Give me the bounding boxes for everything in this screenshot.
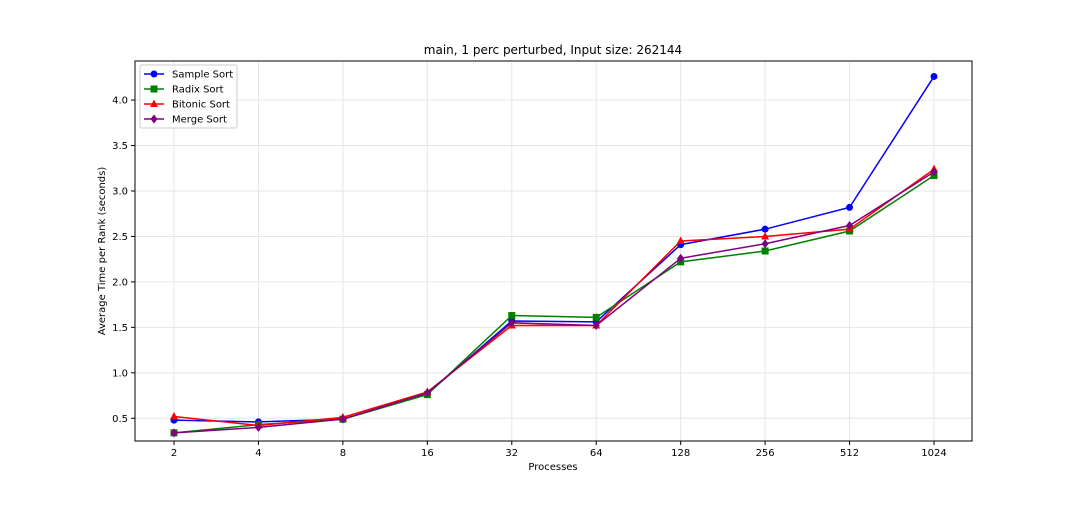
x-tick-label: 64	[590, 448, 603, 459]
y-tick-label: 1.0	[112, 368, 128, 379]
merge-sort-point	[761, 239, 769, 249]
sample-sort-point	[930, 72, 938, 80]
radix-sort-line	[173, 174, 935, 434]
x-tick-label: 16	[421, 448, 434, 459]
sample-sort-point	[761, 225, 769, 233]
merge-sort-point	[339, 414, 347, 424]
sample-sort-line	[173, 76, 935, 423]
legend-label-sample-sort: Sample Sort	[172, 70, 233, 81]
y-tick-label: 0.5	[112, 414, 128, 425]
legend-box	[139, 64, 238, 129]
chart-title: main, 1 perc perturbed, Input size: 2621…	[424, 43, 682, 57]
merge-sort-point	[930, 167, 938, 177]
merge-sort-point	[846, 221, 854, 231]
bitonic-sort-point	[676, 236, 685, 244]
merge-sort-line	[173, 171, 935, 434]
radix-sort-point	[592, 313, 600, 321]
merge-sort-point	[170, 428, 178, 438]
x-tick-label: 4	[255, 448, 261, 459]
x-tick-label: 8	[340, 448, 346, 459]
sample-sort-point	[846, 203, 854, 211]
bitonic-sort-line	[173, 168, 935, 427]
radix-sort-series	[170, 172, 938, 437]
merge-sort-point	[508, 318, 516, 328]
y-tick-label: 3.5	[112, 141, 128, 152]
legend-marker-sample-sort	[150, 70, 158, 78]
legend-label-bitonic-sort: Bitonic Sort	[172, 100, 230, 111]
x-tick-label: 2	[171, 448, 177, 459]
axis-ticks: 2 4 8 16 32 64 128 256 512 1024 0.5 1.0 1.5 2.0 2.5 3.0…	[112, 96, 947, 459]
legend-marker-radix-sort	[150, 85, 158, 93]
y-tick-label: 1.5	[112, 323, 128, 334]
y-tick-label: 4.0	[112, 96, 128, 107]
radix-sort-point	[508, 312, 516, 320]
merge-sort-series	[170, 167, 938, 438]
y-tick-label: 2.5	[112, 232, 128, 243]
bitonic-sort-point	[170, 411, 178, 420]
x-tick-label: 256	[756, 448, 775, 459]
plot-frame	[134, 60, 973, 442]
bitonic-sort-point	[761, 231, 770, 240]
legend-marker-bitonic-sort	[150, 99, 158, 107]
legend-marker-merge-sort	[150, 114, 158, 124]
x-tick-label: 1024	[921, 448, 946, 459]
x-axis-label: Processes	[528, 462, 577, 473]
bitonic-sort-series	[170, 164, 938, 429]
merge-sort-point	[677, 253, 685, 263]
merge-sort-point	[592, 321, 600, 331]
y-tick-label: 2.0	[112, 277, 128, 288]
x-tick-label: 32	[505, 448, 518, 459]
y-axis-label: Average Time per Rank (seconds)	[97, 167, 108, 336]
series-layer	[170, 72, 938, 438]
x-tick-label: 512	[840, 448, 859, 459]
legend: Sample Sort Radix Sort Bitonic Sort Merge S…	[139, 64, 238, 129]
merge-sort-point	[423, 388, 431, 398]
y-tick-label: 3.0	[112, 187, 128, 198]
radix-sort-point	[761, 247, 769, 255]
legend-label-merge-sort: Merge Sort	[172, 115, 227, 126]
merge-sort-point	[254, 422, 262, 432]
legend-label-radix-sort: Radix Sort	[172, 85, 224, 96]
x-tick-label: 128	[671, 448, 690, 459]
grid	[135, 61, 972, 441]
